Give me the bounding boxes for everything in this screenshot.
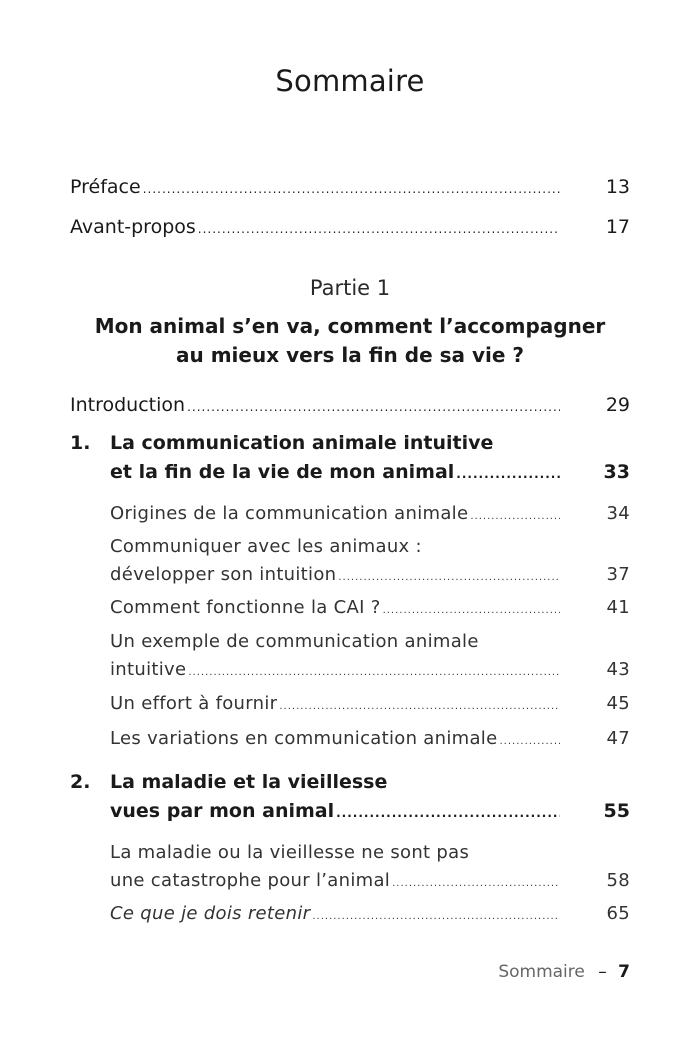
dot-leader: ........................................… [382,605,560,616]
dot-leader: ........................................… [187,400,560,414]
footer-separator: – [598,962,607,982]
dot-leader: ........................................… [470,511,560,522]
entry-label: Avant-propos [70,216,196,238]
page-number: 34 [606,503,630,524]
section-title-line2: une catastrophe pour l’animal [110,870,391,891]
toc-entry-preface[interactable]: Préface ................................… [70,176,630,202]
footer-section: Sommaire [498,962,585,982]
part-title-line1: Mon animal s’en va, comment l’accompagne… [94,314,606,338]
toc-section[interactable]: Un effort à fournir ....................… [110,693,630,719]
section-title-line2-row: intuitive ..............................… [110,659,630,685]
entry-label: Préface [70,176,141,198]
page-number: 13 [605,176,630,198]
page-number: 47 [606,728,630,749]
page-footer: Sommaire – 7 [498,962,630,982]
entry-label: Introduction [70,394,186,416]
dot-leader: ........................................… [336,806,560,820]
chapter-title-line2: et la fin de la vie de mon animal [110,461,455,483]
part-title: Mon animal s’en va, comment l’accompagne… [0,312,700,370]
section-title-line2: intuitive [110,659,187,680]
section-title-line2: développer son intuition [110,564,337,585]
part-label: Partie 1 [309,276,391,300]
section-title: Les variations en communication animale [110,728,498,749]
section-title: Un effort à fournir [110,693,278,714]
toc-section[interactable]: Les variations en communication animale … [110,728,630,754]
dot-leader: ........................................… [312,911,560,922]
chapter-title-line1: La maladie et la vieillesse [110,771,388,793]
footer-page-number: 7 [618,962,630,982]
chapter-number: 2. [70,771,91,793]
dot-leader: ........................................… [456,467,560,481]
dot-leader: ........................................… [188,667,560,678]
dot-leader: ........................................… [142,182,560,196]
toc-entry-introduction[interactable]: Introduction ...........................… [70,394,630,420]
page-number: 17 [605,216,630,238]
section-title-line1: La maladie ou la vieillesse ne sont pas [110,842,470,863]
chapter-number: 1. [70,432,91,454]
toc-section[interactable]: Comment fonctionne la CAI ? ............… [110,597,630,623]
page-number: 41 [606,597,630,618]
section-title: Origines de la communication animale [110,503,469,524]
toc-section[interactable]: Ce que je dois retenir .................… [110,903,630,929]
toc-entry-avant-propos[interactable]: Avant-propos ...........................… [70,216,630,242]
page-number: 43 [606,659,630,680]
dot-leader: ........................................… [279,701,560,712]
chapter-title-line2-row: vues par mon animal ....................… [110,800,630,826]
dot-leader: ........................................… [197,222,560,236]
chapter-title-line2-row: et la fin de la vie de mon animal ......… [110,461,630,487]
chapter-title-line1: La communication animale intuitive [110,432,494,454]
dot-leader: ........................................… [338,572,560,583]
section-title: Comment fonctionne la CAI ? [110,597,381,618]
page-number: 65 [606,903,630,924]
page-number: 37 [606,564,630,585]
page-title: Sommaire [275,64,425,98]
page-number: 45 [606,693,630,714]
toc-section[interactable]: Origines de la communication animale ...… [110,503,630,529]
page-number: 58 [606,870,630,891]
dot-leader: ........................................… [392,878,560,889]
section-title-line1: Communiquer avec les animaux : [110,536,422,557]
part-title-line2: au mieux vers la fin de sa vie ? [176,343,524,367]
chapter-title-line2: vues par mon animal [110,800,335,822]
section-title: Ce que je dois retenir [110,903,311,924]
page-number: 29 [605,394,630,416]
section-title-line2-row: une catastrophe pour l’animal ..........… [110,870,630,896]
page-number: 33 [603,461,630,483]
dot-leader: ........................................… [499,736,561,747]
page-number: 55 [603,800,630,822]
section-title-line2-row: développer son intuition ...............… [110,564,630,590]
section-title-line1: Un exemple de communication animale [110,631,479,652]
